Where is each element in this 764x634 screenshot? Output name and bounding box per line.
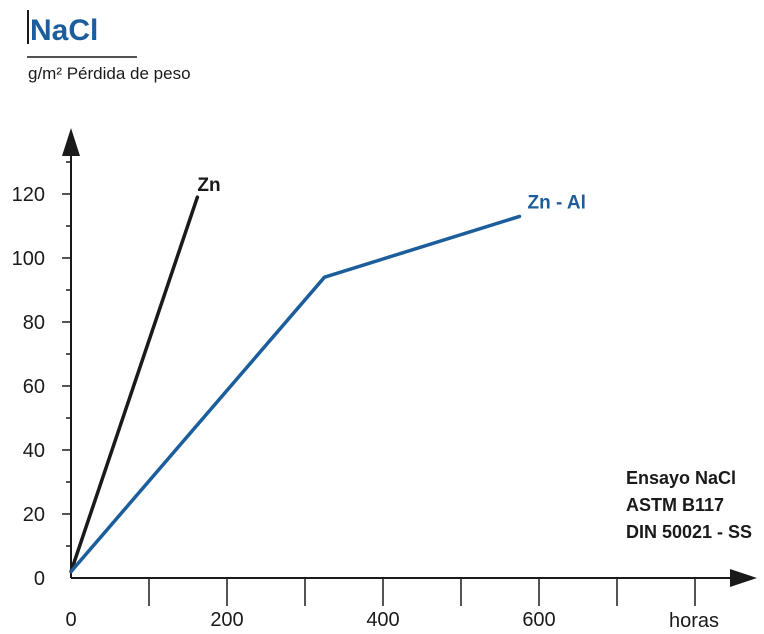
y-tick-label: 20 — [23, 504, 45, 526]
y-tick-label: 100 — [12, 248, 45, 270]
title-cursor — [27, 10, 29, 44]
annotation-line-2: ASTM B117 — [626, 495, 724, 515]
x-tick-label: 400 — [366, 609, 399, 631]
series-label-zn: Zn — [197, 175, 220, 196]
y-tick-label: 40 — [23, 440, 45, 462]
annotation-line-3: DIN 50021 - SS — [626, 522, 752, 542]
x-tick-label: 0 — [65, 609, 76, 631]
series-line-zn-al — [69, 214, 522, 574]
chart-title: NaCl — [30, 14, 98, 47]
y-tick-label: 120 — [12, 184, 45, 206]
x-tick-label: 200 — [210, 609, 243, 631]
x-axis-arrow — [730, 569, 757, 587]
y-tick-label: 60 — [23, 376, 45, 398]
series-label-zn-al: Zn - Al — [528, 192, 586, 213]
test-annotation: Ensayo NaCl ASTM B117 DIN 50021 - SS — [626, 468, 752, 542]
x-axis-label: horas — [669, 610, 719, 632]
y-tick-label: 0 — [34, 568, 45, 590]
y-axis-label: g/m² Pérdida de peso — [28, 64, 191, 83]
series-line-zn — [69, 195, 200, 574]
annotation-line-1: Ensayo NaCl — [626, 468, 736, 488]
y-tick-label: 80 — [23, 312, 45, 334]
y-axis-arrow — [62, 128, 80, 156]
x-tick-label: 600 — [522, 609, 555, 631]
